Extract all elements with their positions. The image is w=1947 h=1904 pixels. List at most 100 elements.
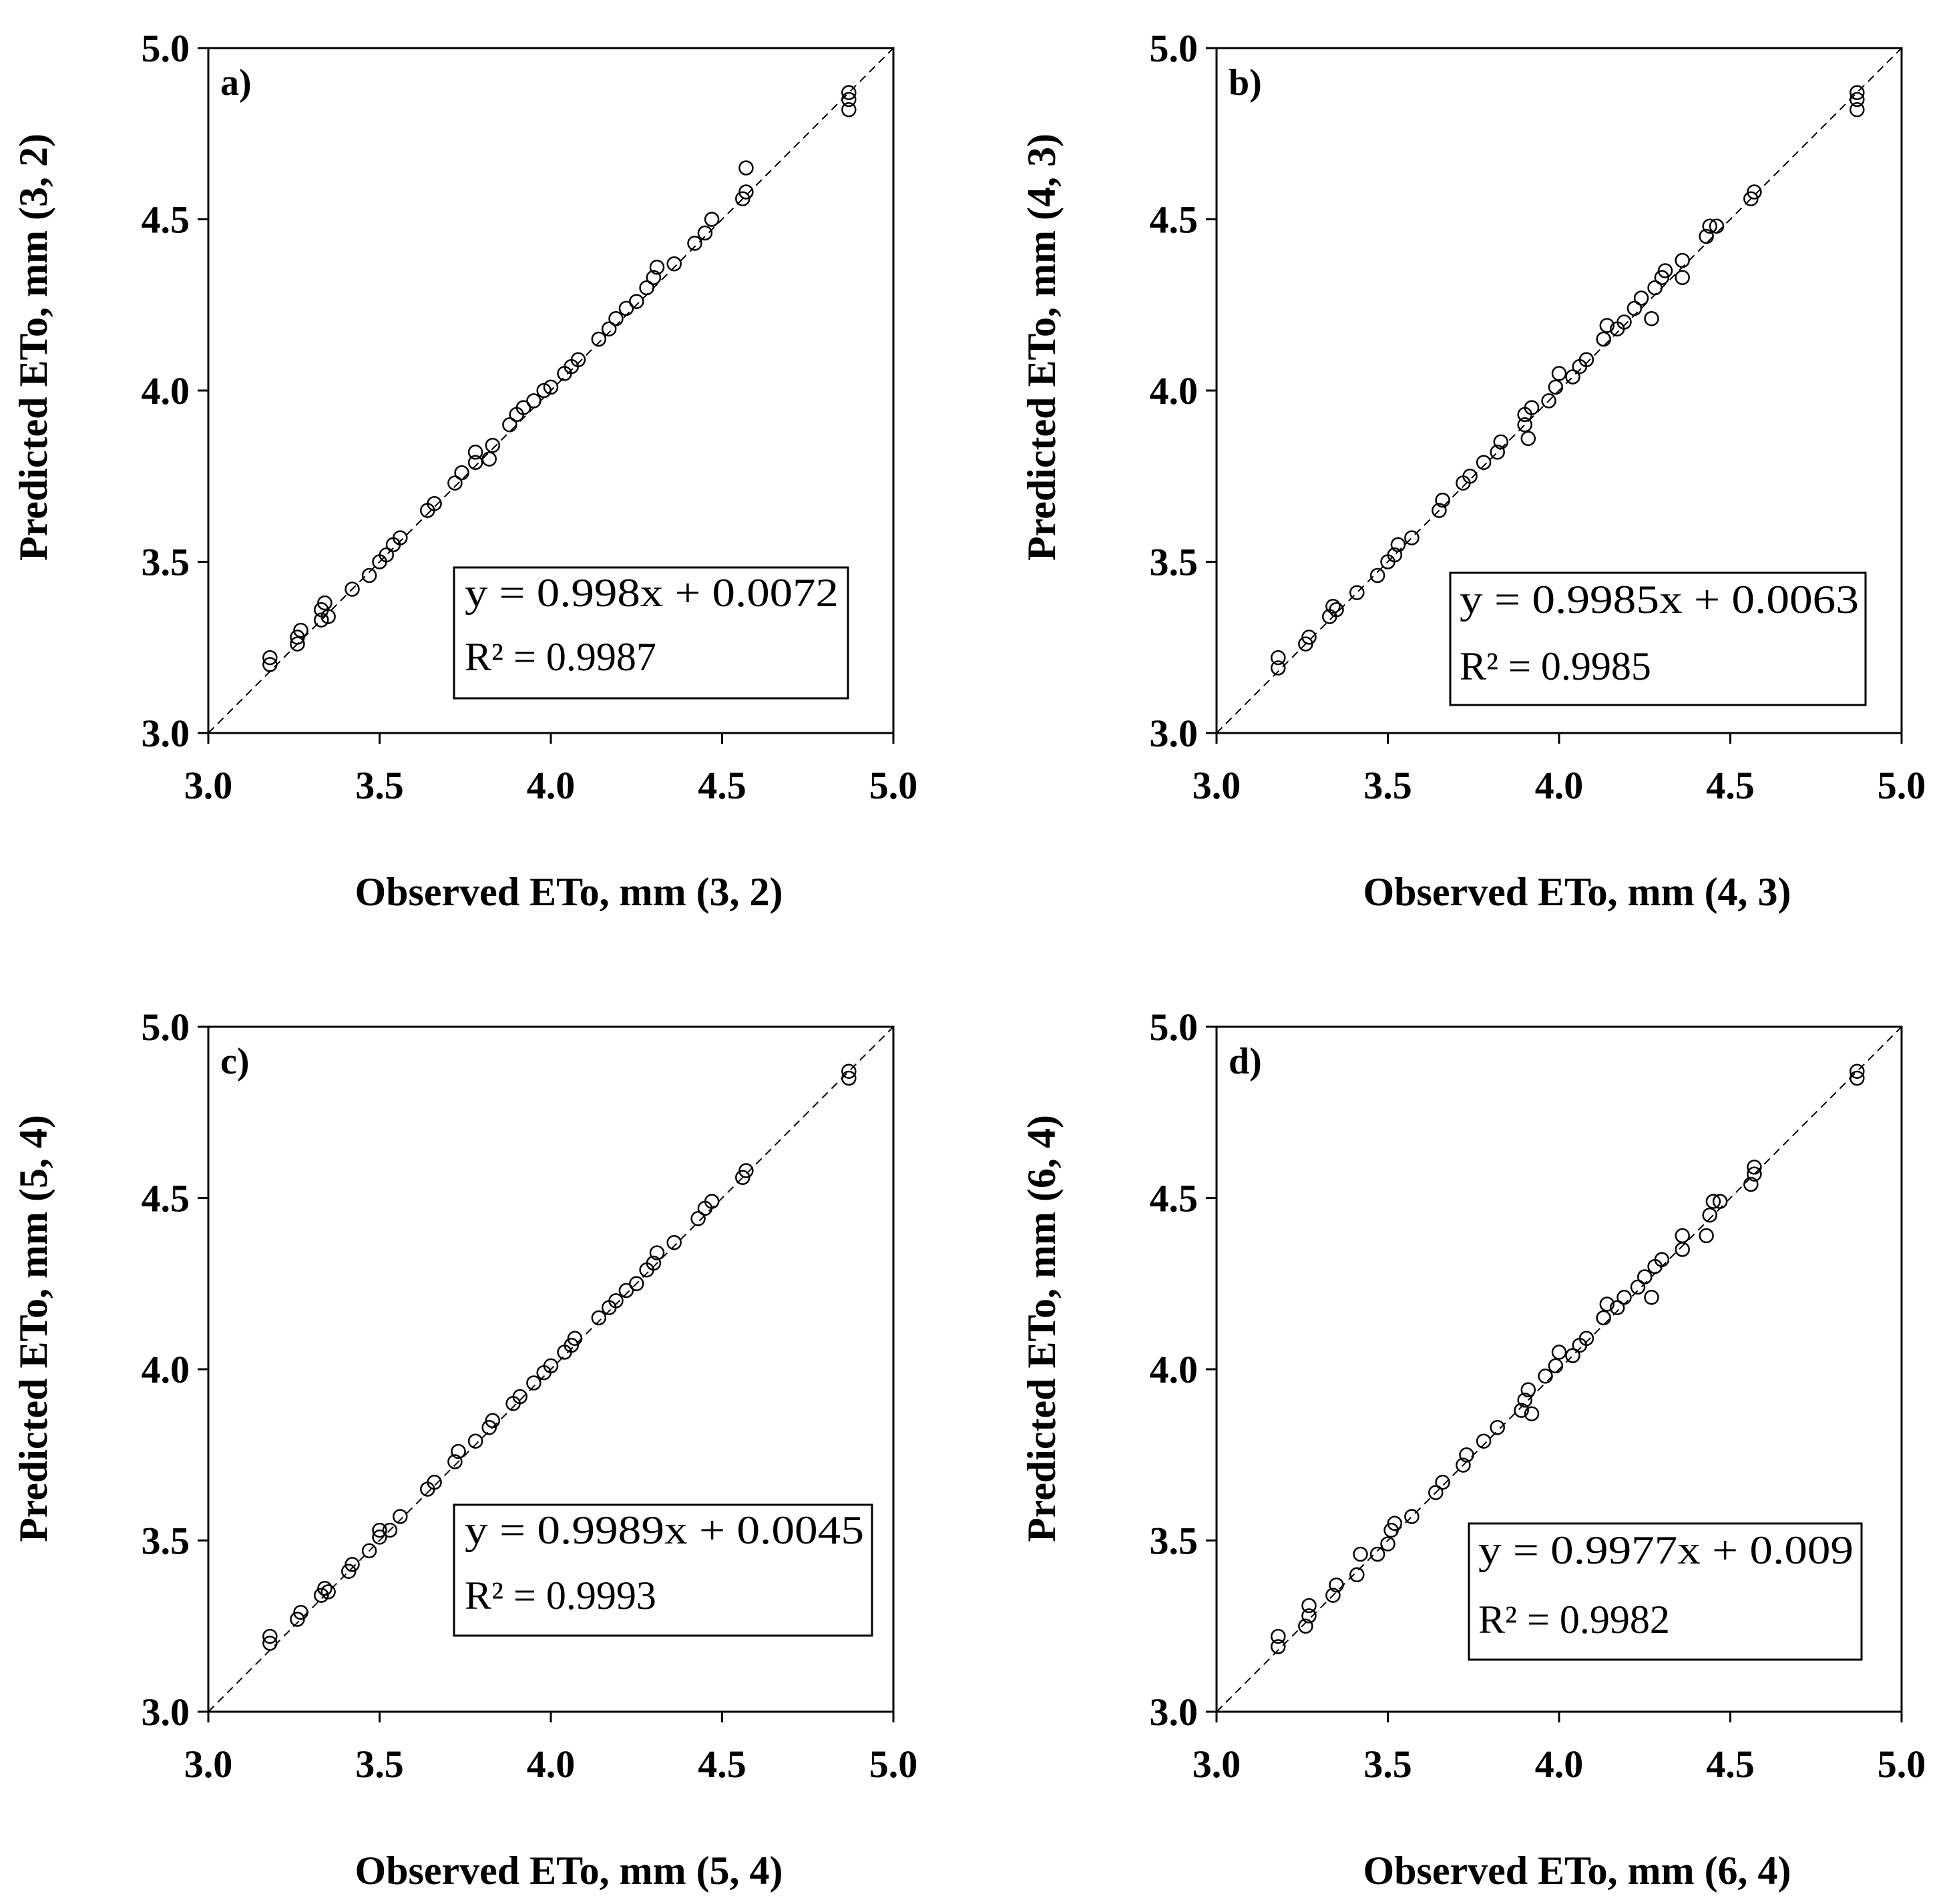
data-point: [1647, 280, 1663, 296]
regression-equation: y = 0.9977x + 0.009: [1478, 1528, 1854, 1572]
data-point: [1609, 1300, 1625, 1315]
data-point: [629, 294, 644, 309]
data-point: [1654, 270, 1670, 285]
data-point: [1349, 585, 1365, 600]
data-point: [481, 451, 497, 467]
data-point: [1476, 455, 1492, 470]
data-point: [1657, 263, 1673, 278]
data-point: [314, 1588, 329, 1603]
x-tick-label: 4.5: [1706, 1742, 1755, 1786]
data-point: [467, 455, 483, 470]
data-point: [379, 547, 395, 563]
data-point: [738, 184, 754, 200]
data-point: [361, 567, 377, 583]
y-tick-label: 3.5: [1150, 541, 1199, 584]
data-point: [1432, 503, 1447, 518]
data-point: [485, 437, 501, 453]
data-point: [1644, 1290, 1659, 1305]
data-point: [451, 1443, 466, 1459]
data-point: [536, 383, 552, 399]
regression-equation: y = 0.9989x + 0.0045: [465, 1508, 864, 1552]
y-tick-label: 5.0: [142, 27, 190, 70]
data-point: [567, 1331, 583, 1347]
regression-equation: y = 0.9985x + 0.0063: [1460, 577, 1859, 622]
x-tick-label: 4.0: [527, 1742, 576, 1786]
y-tick-label: 4.5: [142, 198, 190, 242]
data-point: [1490, 445, 1505, 460]
one-to-one-line: [1216, 47, 1902, 734]
data-point: [293, 1604, 308, 1620]
data-point: [320, 609, 336, 624]
data-point: [345, 1557, 360, 1572]
y-tick-label: 3.0: [1150, 712, 1199, 755]
data-point: [591, 1310, 607, 1326]
data-point: [1329, 602, 1344, 618]
data-point: [646, 270, 662, 285]
y-tick-label: 3.0: [1150, 1690, 1199, 1734]
y-axis-title: Predicted ETo, mm (5, 4): [11, 1115, 55, 1542]
data-point: [1616, 1290, 1632, 1305]
data-point: [1353, 1546, 1368, 1562]
data-point: [427, 496, 442, 511]
data-point: [1743, 1176, 1759, 1192]
data-point: [1747, 184, 1762, 200]
data-point: [1551, 1345, 1567, 1360]
panel-c: c) y = 0.9989x + 0.0045 R² = 0.9993 3.0 …: [11, 1005, 917, 1893]
data-point: [1298, 636, 1313, 652]
x-tick-label: 4.5: [1706, 764, 1755, 807]
x-tick-label: 4.0: [527, 764, 576, 807]
data-point: [697, 225, 713, 241]
y-tick-label: 5.0: [1150, 1005, 1199, 1049]
data-point: [646, 1255, 662, 1271]
data-point: [704, 1194, 720, 1209]
data-point: [1456, 1457, 1471, 1473]
data-point: [1387, 1515, 1403, 1531]
data-point: [1699, 1228, 1714, 1244]
x-axis-title: Observed ETo, mm (6, 4): [1363, 1849, 1791, 1893]
y-tick-label: 4.0: [142, 1348, 190, 1391]
data-point: [639, 280, 654, 296]
data-point: [1524, 1406, 1540, 1421]
data-point: [1380, 1536, 1395, 1552]
data-point: [1654, 1252, 1670, 1268]
data-point: [735, 1170, 750, 1185]
data-point: [1541, 393, 1556, 409]
data-point: [1349, 1567, 1365, 1583]
data-point: [427, 1475, 442, 1490]
data-point: [1565, 1348, 1580, 1363]
data-point: [1517, 417, 1532, 433]
data-point: [454, 465, 469, 481]
one-to-one-line: [1216, 1026, 1902, 1712]
y-tick-label: 4.5: [142, 1177, 190, 1220]
data-point: [393, 530, 408, 545]
x-tick-label: 3.5: [355, 1742, 404, 1786]
data-point: [1517, 1392, 1532, 1408]
data-point: [467, 1433, 483, 1449]
data-point: [1630, 1279, 1646, 1295]
data-point: [1462, 469, 1478, 484]
x-axis-title: Observed ETo, mm (5, 4): [355, 1849, 783, 1893]
y-axis-title: Predicted ETo, mm (4, 3): [1020, 134, 1064, 561]
data-point: [666, 1234, 682, 1250]
x-tick-label: 4.5: [698, 1742, 746, 1786]
data-point: [1271, 1639, 1286, 1654]
data-point: [841, 102, 857, 117]
data-point: [591, 331, 607, 347]
regression-box: [453, 1503, 873, 1637]
data-point: [262, 1628, 278, 1644]
data-point: [361, 1543, 377, 1559]
data-point: [1387, 547, 1403, 563]
data-point: [1709, 218, 1725, 234]
data-point: [1298, 1618, 1313, 1634]
data-point: [1369, 567, 1385, 583]
data-point: [1520, 431, 1536, 447]
y-tick-label: 4.0: [142, 369, 190, 413]
data-point: [1747, 1166, 1762, 1182]
y-axis-title: Predicted ETo, mm (3, 2): [11, 134, 55, 561]
x-tick-label: 3.5: [1363, 764, 1412, 807]
data-point: [1850, 91, 1865, 107]
data-point: [341, 1564, 357, 1579]
data-point: [1599, 318, 1615, 333]
data-point: [262, 1636, 278, 1651]
data-point: [262, 657, 278, 672]
